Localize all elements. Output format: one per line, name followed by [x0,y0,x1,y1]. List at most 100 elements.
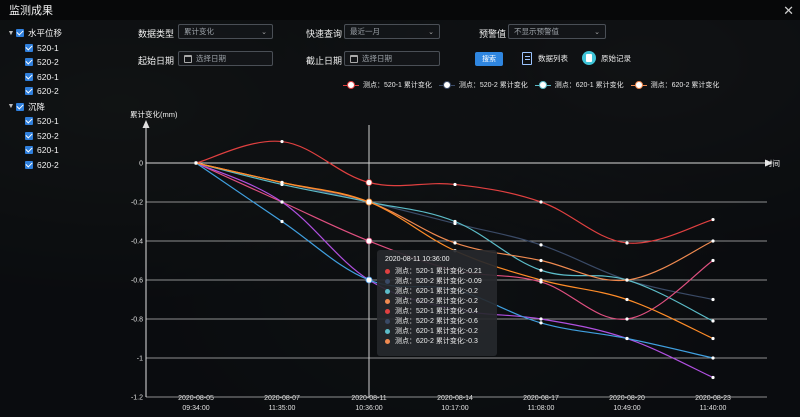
checkbox-checked-icon[interactable] [25,72,33,81]
x-tick-label: 10:49:00 [613,405,640,412]
data-type-label: 数据类型 [138,29,175,39]
y-tick-label: 0 [139,161,143,168]
series-point [711,217,715,222]
tree-leaf[interactable]: 620-2 [6,84,106,99]
close-icon[interactable]: ✕ [783,2,794,18]
series-point [365,179,373,186]
series-point [711,375,715,380]
series-point [625,241,629,245]
warning-select[interactable]: 不显示预警值 ⌄ [508,24,606,39]
tooltip-row: 测点：520-2 累计变化: -0.6 [383,316,491,326]
tree-leaf[interactable]: 620-1 [6,143,106,158]
start-date-label: 起始日期 [138,56,175,66]
quick-query-select[interactable]: 最近一月 ⌄ [344,24,440,39]
legend-label: 测点：620-2 累计变化 [650,82,720,89]
checkbox-checked-icon[interactable] [25,43,33,52]
series-point [280,219,284,224]
tooltip-row-label: 测点：620-2 累计变化: [395,298,466,305]
tree-leaf[interactable]: 520-1 [6,114,106,129]
chart-tooltip: 2020-08-11 10:36:00 测点：520-1 累计变化: -0.21… [377,250,497,356]
tree-node-settlement[interactable]: ▼ 沉降 [6,100,106,115]
legend-item[interactable]: 测点：620-1 累计变化 [534,80,624,90]
x-tick-label: 09:34:00 [182,405,209,412]
legend-label: 测点：620-1 累计变化 [554,82,624,89]
tooltip-row-value: -0.4 [465,307,478,315]
tree-leaf[interactable]: 520-2 [6,55,106,70]
tree-group-settlement: ▼ 沉降 520-1 520-2 620-1 620-2 [6,100,106,173]
series-point [625,317,629,321]
legend-swatch [630,81,647,89]
checkbox-checked-icon[interactable] [16,102,24,111]
x-tick-label: 2020-08-20 [609,395,645,402]
end-date-label: 截止日期 [306,56,343,66]
checkbox-checked-icon[interactable] [25,117,33,126]
tree-leaf[interactable]: 520-2 [6,129,106,144]
series-point [453,182,457,187]
series-point [711,239,715,243]
checkbox-checked-icon[interactable] [25,131,33,140]
x-tick-label: 2020-08-11 [351,395,386,402]
start-date-input[interactable]: 选择日期 [178,51,273,66]
series-point [711,336,715,341]
checkbox-checked-icon[interactable] [16,29,24,38]
y-tick-label: -0.8 [131,317,143,324]
raw-records-button[interactable]: 原始记录 [582,51,631,65]
checkbox-checked-icon[interactable] [25,58,33,67]
series-point [711,297,715,302]
tree-leaf-label: 520-1 [37,116,59,127]
chevron-down-icon: ⌄ [428,28,434,36]
x-tick-label: 2020-08-14 [437,395,473,402]
tooltip-title: 2020-08-11 10:36:00 [385,256,450,263]
data-list-button[interactable]: 数据列表 [522,52,568,65]
series-point [453,219,457,224]
x-tick-label: 11:40:00 [700,405,727,412]
series-point [539,321,543,325]
tooltip-row-value: -0.3 [465,337,478,345]
checkbox-checked-icon[interactable] [25,87,33,96]
tooltip-row: 测点：620-2 累计变化: -0.3 [383,336,491,346]
tree-leaf[interactable]: 620-1 [6,70,106,85]
checkbox-checked-icon[interactable] [25,146,33,155]
warning-value: 不显示预警值 [514,27,559,36]
tooltip-row-label: 测点：620-2 累计变化: [395,338,466,345]
data-type-value: 累计变化 [184,27,214,36]
data-list-label: 数据列表 [538,54,568,63]
tooltip-row: 测点：520-1 累计变化: -0.4 [383,306,491,316]
tree-leaf-label: 620-2 [37,159,59,170]
legend-item[interactable]: 测点：520-2 累计变化 [438,80,528,90]
y-tick-label: -0.6 [131,278,143,285]
legend-item[interactable]: 测点：520-1 累计变化 [343,80,432,90]
tooltip-row-value: -0.6 [465,317,478,325]
checkbox-checked-icon[interactable] [25,160,33,169]
tooltip-row-label: 测点：620-1 累计变化: [395,288,466,295]
tooltip-row-value: -0.2 [465,297,478,305]
series-point [539,200,543,204]
caret-down-icon[interactable]: ▼ [7,29,15,37]
series-point [194,161,198,165]
chart-legend: 测点：520-1 累计变化 测点：520-2 累计变化 测点：620-1 累计变化 测… [343,80,726,90]
y-tick-label: -1.2 [131,395,143,402]
x-tick-label: 10:36:00 [355,405,382,412]
calendar-icon [350,54,358,63]
caret-down-icon[interactable]: ▼ [7,103,15,111]
tree-node-horizontal-displacement[interactable]: ▼ 水平位移 [6,26,106,41]
series-point [711,356,715,360]
search-button[interactable]: 搜索 [475,52,503,66]
series-point [539,317,543,321]
end-date-input[interactable]: 选择日期 [344,51,440,66]
series-point [365,198,373,206]
document-icon [522,52,532,65]
tree-node-label: 沉降 [28,101,46,112]
tree-leaf[interactable]: 620-2 [6,158,106,173]
series-line [195,140,714,244]
series-point [539,258,543,263]
y-axis-arrow [142,120,150,128]
series-point [280,139,284,144]
tooltip-row: 测点：620-1 累计变化: -0.2 [383,326,491,336]
legend-item[interactable]: 测点：620-2 累计变化 [630,80,720,90]
tooltip-row-label: 测点：520-1 累计变化: [395,268,466,275]
series-point [539,268,543,272]
tree-leaf[interactable]: 520-1 [6,41,106,56]
tooltip-row-value: -0.2 [465,327,478,335]
data-type-select[interactable]: 累计变化 ⌄ [178,24,273,39]
